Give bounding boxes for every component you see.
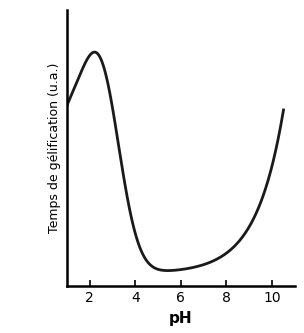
X-axis label: pH: pH	[169, 311, 193, 326]
Y-axis label: Temps de gélification (u.a.): Temps de gélification (u.a.)	[48, 63, 61, 233]
